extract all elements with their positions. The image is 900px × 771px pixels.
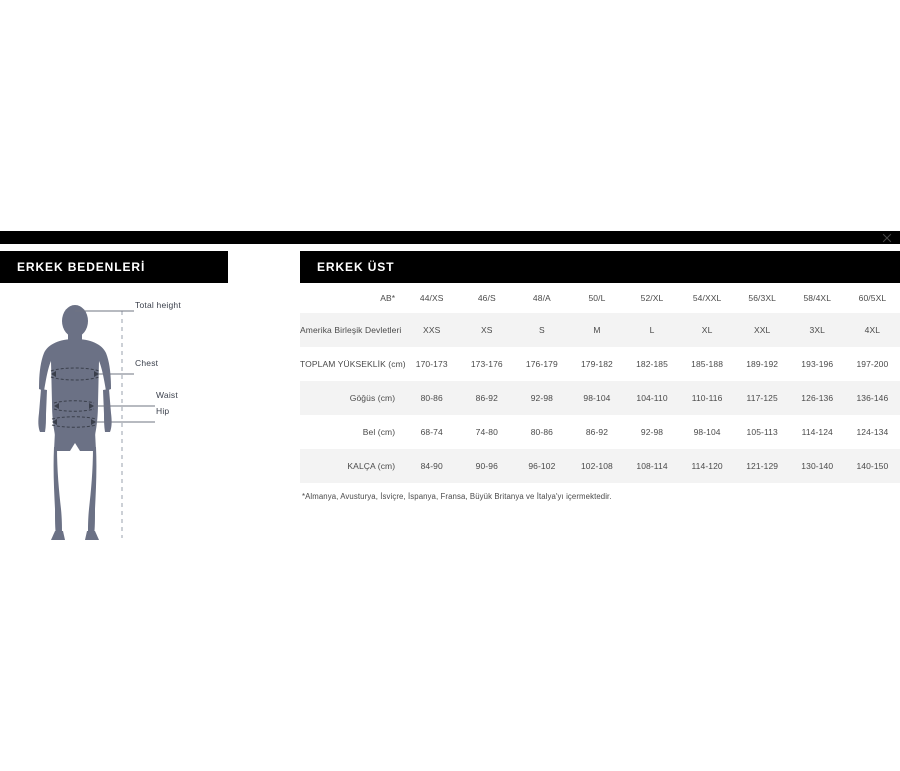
table-cell: 121-129	[734, 449, 790, 483]
mens-sizes-panel: ERKEK BEDENLERİ	[0, 251, 228, 283]
header-cell: 50/L	[569, 283, 625, 313]
table-cell: 130-140	[789, 449, 845, 483]
header-cell: 52/XL	[624, 283, 680, 313]
chest-arrow-left	[51, 371, 56, 377]
header-cell: 46/S	[459, 283, 515, 313]
mens-tops-panel: ERKEK ÜST AB* 44/XS 46/S 48/A 50/L 52/XL…	[300, 251, 900, 501]
hip-arrow-left	[52, 419, 57, 425]
hip-label: Hip	[156, 406, 170, 416]
chest-measure-band	[50, 367, 100, 381]
row-label: Göğüs (cm)	[300, 381, 405, 415]
mens-sizes-panel-title: ERKEK BEDENLERİ	[17, 260, 146, 274]
row-label: KALÇA (cm)	[300, 449, 405, 483]
chest-label: Chest	[135, 358, 159, 368]
row-label: Bel (cm)	[300, 415, 405, 449]
table-cell: M	[569, 313, 625, 347]
table-cell: XXL	[734, 313, 790, 347]
table-cell: 179-182	[569, 347, 625, 381]
table-row: Amerika Birleşik Devletleri XXS XS S M L…	[300, 313, 900, 347]
header-cell: 54/XXL	[679, 283, 735, 313]
row-label: Amerika Birleşik Devletleri	[300, 313, 405, 347]
table-cell: 140-150	[844, 449, 900, 483]
table-cell: 98-104	[569, 381, 625, 415]
table-cell: 98-104	[679, 415, 735, 449]
table-cell: 124-134	[844, 415, 900, 449]
table-cell: 189-192	[734, 347, 790, 381]
mens-tops-panel-header: ERKEK ÜST	[300, 251, 900, 283]
table-row: KALÇA (cm) 84-90 90-96 96-102 102-108 10…	[300, 449, 900, 483]
table-cell: 90-96	[459, 449, 515, 483]
header-cell: 58/4XL	[789, 283, 845, 313]
table-cell: 102-108	[569, 449, 625, 483]
male-body-silhouette-icon	[38, 305, 155, 540]
table-cell: 3XL	[789, 313, 845, 347]
table-cell: 92-98	[624, 415, 680, 449]
total-height-label: Total height	[135, 300, 181, 310]
chest-arrow-right	[94, 371, 99, 377]
table-cell: 117-125	[734, 381, 790, 415]
table-cell: XXS	[404, 313, 460, 347]
body-measurement-diagram	[0, 294, 228, 574]
size-chart-body: AB* 44/XS 46/S 48/A 50/L 52/XL 54/XXL 56…	[300, 283, 900, 483]
table-row: Bel (cm) 68-74 74-80 80-86 86-92 92-98 9…	[300, 415, 900, 449]
table-cell: 193-196	[789, 347, 845, 381]
table-cell: 110-116	[679, 381, 735, 415]
table-cell: 104-110	[624, 381, 680, 415]
table-cell: 126-136	[789, 381, 845, 415]
table-cell: 92-98	[514, 381, 570, 415]
header-cell: 56/3XL	[734, 283, 790, 313]
table-cell: L	[624, 313, 680, 347]
table-cell: 173-176	[459, 347, 515, 381]
table-cell: 114-120	[679, 449, 735, 483]
waist-label: Waist	[156, 390, 178, 400]
table-cell: 4XL	[844, 313, 900, 347]
table-cell: 182-185	[624, 347, 680, 381]
table-header-row: AB* 44/XS 46/S 48/A 50/L 52/XL 54/XXL 56…	[300, 283, 900, 313]
waist-measure-band	[53, 400, 95, 412]
table-cell: 185-188	[679, 347, 735, 381]
table-cell: XS	[459, 313, 515, 347]
waist-arrow-right	[89, 403, 94, 409]
table-cell: 176-179	[514, 347, 570, 381]
waist-arrow-left	[54, 403, 59, 409]
hip-arrow-right	[91, 419, 96, 425]
mens-sizes-panel-header: ERKEK BEDENLERİ	[0, 251, 228, 283]
table-cell: 86-92	[459, 381, 515, 415]
table-cell: XL	[679, 313, 735, 347]
header-cell: 44/XS	[404, 283, 460, 313]
close-icon[interactable]	[878, 232, 896, 244]
table-cell: 86-92	[569, 415, 625, 449]
table-row: TOPLAM YÜKSEKLİK (cm) 170-173 173-176 17…	[300, 347, 900, 381]
table-cell: S	[514, 313, 570, 347]
table-cell: 197-200	[844, 347, 900, 381]
table-cell: 136-146	[844, 381, 900, 415]
mens-tops-panel-title: ERKEK ÜST	[317, 260, 395, 274]
top-divider-bar	[0, 231, 900, 244]
table-cell: 80-86	[404, 381, 460, 415]
header-cell: 48/A	[514, 283, 570, 313]
header-cell: 60/5XL	[844, 283, 900, 313]
hip-measure-band	[51, 416, 97, 428]
table-cell: 114-124	[789, 415, 845, 449]
table-cell: 105-113	[734, 415, 790, 449]
table-cell: 68-74	[404, 415, 460, 449]
table-row: Göğüs (cm) 80-86 86-92 92-98 98-104 104-…	[300, 381, 900, 415]
table-cell: 96-102	[514, 449, 570, 483]
size-chart-table: AB* 44/XS 46/S 48/A 50/L 52/XL 54/XXL 56…	[300, 283, 900, 483]
table-cell: 170-173	[404, 347, 460, 381]
table-cell: 80-86	[514, 415, 570, 449]
table-cell: 84-90	[404, 449, 460, 483]
table-footnote: *Almanya, Avusturya, İsviçre, İspanya, F…	[302, 492, 612, 501]
table-cell: 74-80	[459, 415, 515, 449]
table-cell: 108-114	[624, 449, 680, 483]
row-label: TOPLAM YÜKSEKLİK (cm)	[300, 347, 406, 381]
header-cell-eu-label: AB*	[300, 283, 405, 313]
